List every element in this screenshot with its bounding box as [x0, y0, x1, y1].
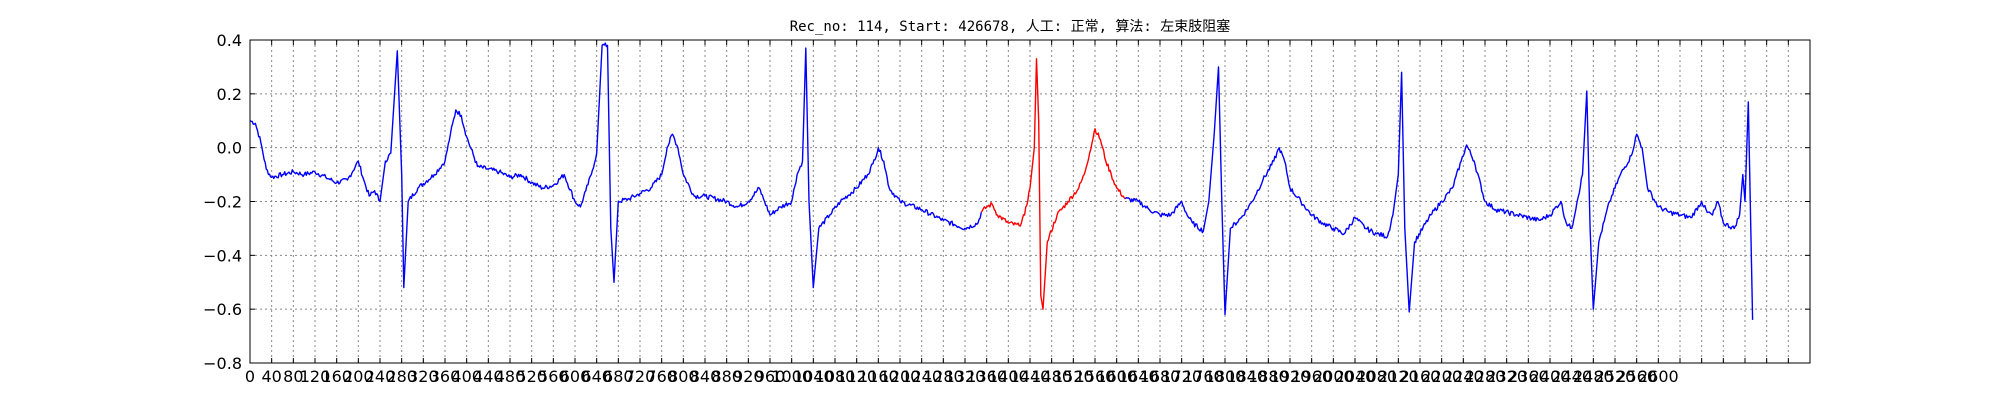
- series-layer: [249, 42, 1754, 320]
- x-tick-label: 640: [581, 367, 612, 386]
- x-tick-label: 1840: [1226, 367, 1267, 386]
- x-tick-label: 1480: [1031, 367, 1072, 386]
- x-tick-label: 1440: [1010, 367, 1051, 386]
- x-tick-label: 720: [625, 367, 656, 386]
- x-tick-label: 1560: [1075, 367, 1116, 386]
- x-tick-label: 1880: [1248, 367, 1289, 386]
- x-tick-label: 520: [516, 367, 547, 386]
- x-tick-label: 1000: [771, 367, 812, 386]
- x-tick-label: 80: [283, 367, 303, 386]
- x-tick-label: 2280: [1465, 367, 1506, 386]
- ecg-series-line: [249, 42, 982, 289]
- x-tick-label: 1920: [1270, 367, 1311, 386]
- x-tick-label: 2480: [1573, 367, 1614, 386]
- x-tick-label: 1360: [966, 367, 1007, 386]
- x-tick-label: 360: [430, 367, 461, 386]
- x-tick-label: 1240: [901, 367, 942, 386]
- x-tick-label: 1960: [1291, 367, 1332, 386]
- x-tick-label: 280: [386, 367, 417, 386]
- x-tick-label: 1600: [1096, 367, 1137, 386]
- y-tick-label: 0.2: [217, 85, 242, 104]
- x-tick-label: 0: [245, 367, 255, 386]
- x-tick-label: 2400: [1530, 367, 1571, 386]
- x-tick-label: 2080: [1356, 367, 1397, 386]
- x-tick-label: 2000: [1313, 367, 1354, 386]
- x-tick-label: 440: [473, 367, 504, 386]
- x-tick-label: 2440: [1551, 367, 1592, 386]
- y-tick-label: 0.0: [217, 139, 242, 158]
- ecg-series-line: [1124, 66, 1754, 320]
- x-tick-label: 1680: [1140, 367, 1181, 386]
- x-tick-label: 1400: [988, 367, 1029, 386]
- x-tick-label: 1040: [793, 367, 834, 386]
- y-tick-label: −0.6: [203, 300, 242, 319]
- y-tick-label: −0.4: [203, 246, 242, 265]
- x-tick-label: 2600: [1638, 367, 1679, 386]
- x-tick-label: 760: [646, 367, 677, 386]
- chart-title: Rec_no: 114, Start: 426678, 人工: 正常, 算法: …: [790, 18, 1231, 35]
- x-tick-label: 160: [321, 367, 352, 386]
- x-tick-label: 600: [560, 367, 591, 386]
- x-tick-label: 2520: [1595, 367, 1636, 386]
- x-tick-label: 320: [408, 367, 439, 386]
- ecg-series-line: [980, 58, 1126, 310]
- x-tick-label: 880: [711, 367, 742, 386]
- x-tick-label: 800: [668, 367, 699, 386]
- y-axis: 0.4 0.2 0.0 −0.2 −0.4 −0.6 −0.8: [203, 31, 1810, 373]
- x-tick-label: 1520: [1053, 367, 1094, 386]
- y-tick-label: 0.4: [217, 31, 242, 50]
- y-tick-label: −0.8: [203, 354, 242, 373]
- x-tick-label: 2320: [1486, 367, 1527, 386]
- x-tick-label: 480: [495, 367, 526, 386]
- x-tick-label: 120: [300, 367, 331, 386]
- x-tick-label: 2360: [1508, 367, 1549, 386]
- x-axis: 0 40 8012016020024028032036040044048052056…: [245, 40, 1811, 386]
- x-tick-label: 1640: [1118, 367, 1159, 386]
- x-tick-label: 200: [343, 367, 374, 386]
- x-tick-label: 2200: [1421, 367, 1462, 386]
- x-tick-label: 400: [451, 367, 482, 386]
- x-tick-label: 2040: [1335, 367, 1376, 386]
- x-tick-label: 1760: [1183, 367, 1224, 386]
- x-tick-label: 920: [733, 367, 764, 386]
- x-tick-label: 1200: [880, 367, 921, 386]
- x-tick-label: 40: [261, 367, 281, 386]
- x-tick-label: 1320: [945, 367, 986, 386]
- x-tick-label: 240: [365, 367, 396, 386]
- x-tick-label: 1280: [923, 367, 964, 386]
- x-tick-label: 1160: [858, 367, 899, 386]
- x-tick-label: 960: [755, 367, 786, 386]
- x-tick-label: 2160: [1400, 367, 1441, 386]
- x-tick-label: 2560: [1616, 367, 1657, 386]
- x-tick-label: 2120: [1378, 367, 1419, 386]
- x-tick-label: 1720: [1161, 367, 1202, 386]
- x-tick-label: 1120: [836, 367, 877, 386]
- x-tick-label: 560: [538, 367, 569, 386]
- x-tick-label: 840: [690, 367, 721, 386]
- y-tick-label: −0.2: [203, 193, 242, 212]
- x-tick-label: 2240: [1443, 367, 1484, 386]
- grid-lines: [249, 39, 1811, 364]
- x-tick-label: 680: [603, 367, 634, 386]
- x-tick-label: 1080: [815, 367, 856, 386]
- x-tick-label: 1800: [1205, 367, 1246, 386]
